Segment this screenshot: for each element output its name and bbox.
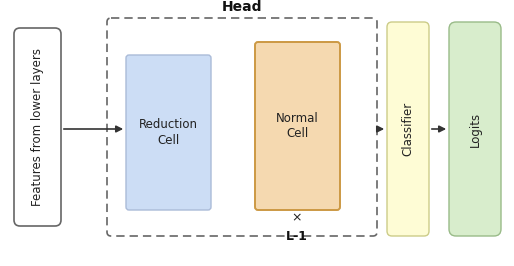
FancyBboxPatch shape — [255, 42, 340, 210]
Text: Normal
Cell: Normal Cell — [276, 112, 319, 140]
Text: Features from lower layers: Features from lower layers — [31, 48, 44, 206]
Text: Reduction
Cell: Reduction Cell — [139, 118, 198, 147]
Text: ×: × — [292, 211, 302, 225]
Text: L-1: L-1 — [286, 230, 308, 243]
FancyBboxPatch shape — [387, 22, 429, 236]
Text: Head: Head — [222, 0, 262, 14]
FancyBboxPatch shape — [14, 28, 61, 226]
FancyBboxPatch shape — [449, 22, 501, 236]
Text: Classifier: Classifier — [401, 102, 414, 156]
FancyBboxPatch shape — [126, 55, 211, 210]
Text: Logits: Logits — [468, 111, 482, 147]
